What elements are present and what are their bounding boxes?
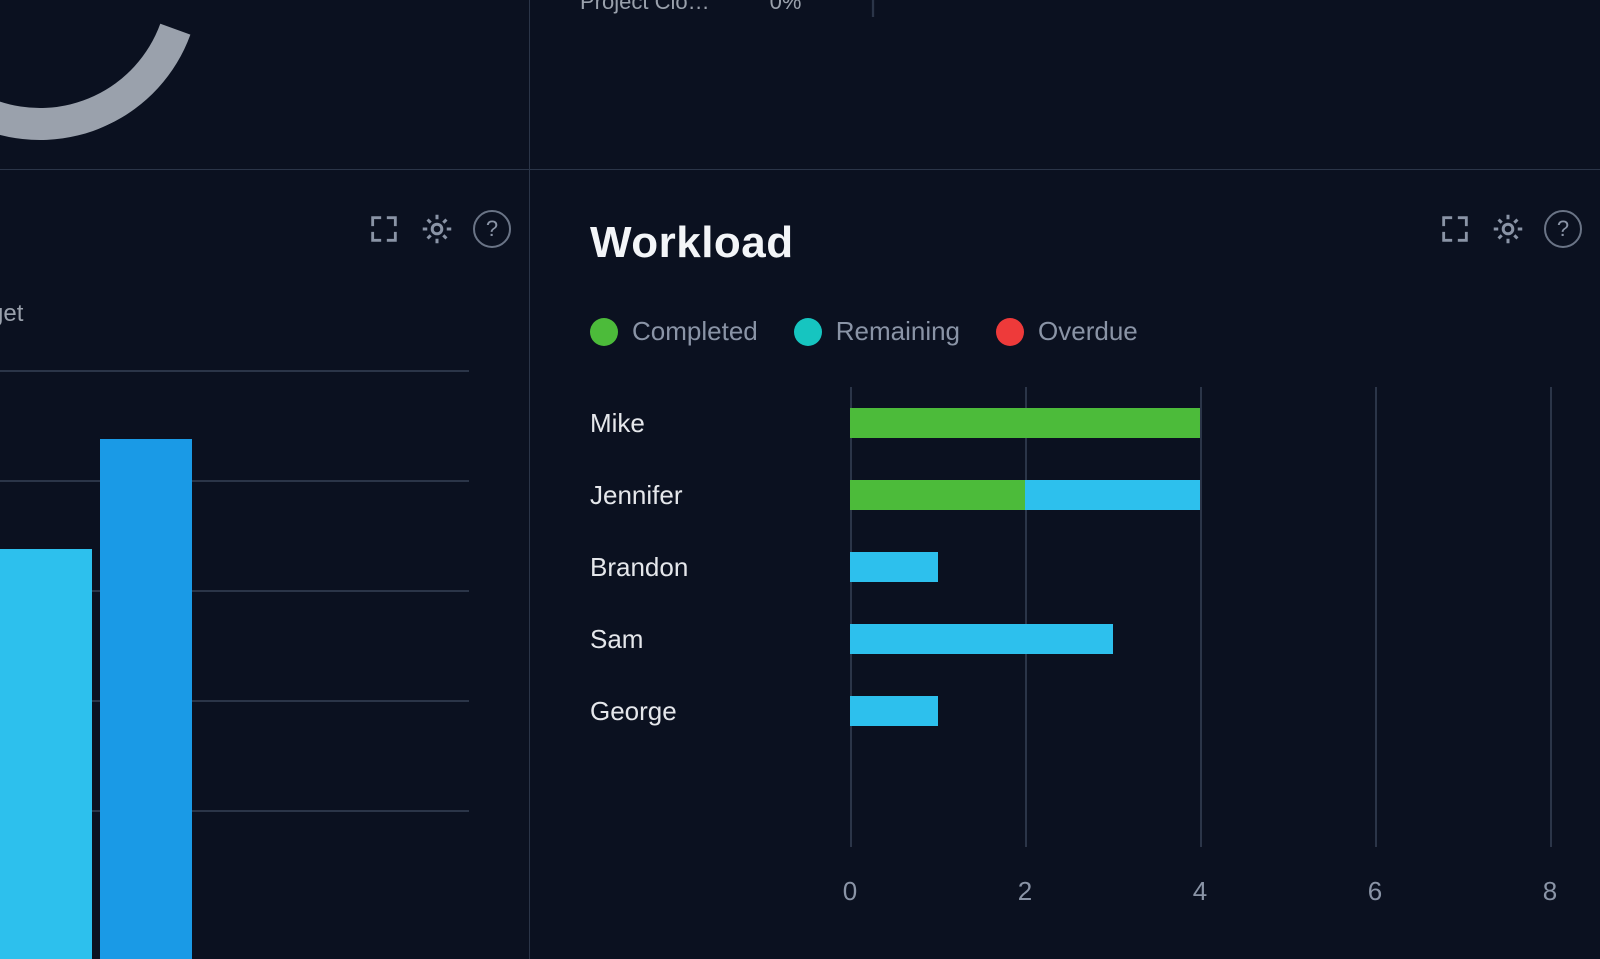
- workload-chart: MikeJenniferBrandonSamGeorge 02468: [590, 387, 1550, 907]
- legend-item[interactable]: Remaining: [794, 316, 960, 347]
- left-bar-chart: [0, 370, 469, 959]
- bottom-row: ? get ? Workload CompletedRemain: [0, 170, 1600, 959]
- workload-seg-completed: [850, 480, 1025, 510]
- workload-seg-remaining: [1025, 480, 1200, 510]
- left-axis-label-stub: get: [0, 300, 23, 328]
- project-progress-row: Project Clo… 0% |: [580, 0, 1600, 18]
- workload-title: Workload: [590, 218, 1550, 268]
- left-panel: ? get: [0, 170, 530, 959]
- workload-xtick: 0: [843, 876, 857, 907]
- workload-bar: [850, 480, 1550, 510]
- workload-row-name: Jennifer: [590, 459, 850, 531]
- workload-gridline: [1375, 387, 1377, 847]
- workload-panel: ? Workload Completed Remaining Overdue Mik…: [530, 170, 1600, 959]
- workload-row-name: Brandon: [590, 531, 850, 603]
- top-right-panel: Project Clo… 0% |: [530, 0, 1600, 169]
- workload-seg-remaining: [850, 552, 938, 582]
- workload-row-name: Mike: [590, 387, 850, 459]
- workload-row-name: Sam: [590, 603, 850, 675]
- workload-row-name: George: [590, 675, 850, 747]
- workload-gridline: [850, 387, 852, 847]
- workload-gridline: [1200, 387, 1202, 847]
- workload-xtick: 8: [1543, 876, 1557, 907]
- legend-label: Completed: [632, 316, 758, 347]
- workload-legend: Completed Remaining Overdue: [590, 316, 1550, 347]
- expand-icon[interactable]: [1438, 212, 1472, 246]
- legend-dot: [996, 318, 1024, 346]
- workload-bar: [850, 408, 1550, 438]
- gear-icon[interactable]: [419, 211, 455, 247]
- gear-icon[interactable]: [1490, 211, 1526, 247]
- help-icon[interactable]: ?: [473, 210, 511, 248]
- workload-gridline: [1025, 387, 1027, 847]
- project-label: Project Clo…: [580, 0, 710, 15]
- top-row: Project Clo… 0% |: [0, 0, 1600, 170]
- legend-item[interactable]: Completed: [590, 316, 758, 347]
- left-widget-icons: ?: [367, 210, 511, 248]
- left-bar: [0, 549, 92, 959]
- expand-icon[interactable]: [367, 212, 401, 246]
- project-pct: 0%: [770, 0, 802, 15]
- workload-seg-remaining: [850, 624, 1113, 654]
- workload-xtick: 2: [1018, 876, 1032, 907]
- help-icon[interactable]: ?: [1544, 210, 1582, 248]
- workload-widget-icons: ?: [1438, 210, 1582, 248]
- workload-bar: [850, 696, 1550, 726]
- left-bar: [100, 439, 192, 959]
- workload-gridline: [1550, 387, 1552, 847]
- workload-seg-remaining: [850, 696, 938, 726]
- workload-xtick: 6: [1368, 876, 1382, 907]
- workload-xtick: 4: [1193, 876, 1207, 907]
- legend-label: Overdue: [1038, 316, 1138, 347]
- workload-bar: [850, 624, 1550, 654]
- top-left-panel: [0, 0, 530, 169]
- legend-label: Remaining: [836, 316, 960, 347]
- workload-bar: [850, 552, 1550, 582]
- donut-chart-stub: [0, 0, 253, 169]
- legend-dot: [794, 318, 822, 346]
- legend-item[interactable]: Overdue: [996, 316, 1138, 347]
- workload-seg-completed: [850, 408, 1200, 438]
- project-tick-mark: |: [869, 0, 876, 18]
- legend-dot: [590, 318, 618, 346]
